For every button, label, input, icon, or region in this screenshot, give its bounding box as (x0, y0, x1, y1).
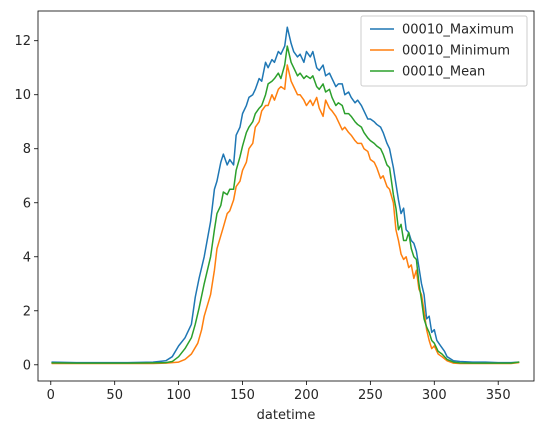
y-tick-label: 10 (14, 88, 31, 103)
legend-label-00010-mean: 00010_Mean (402, 65, 485, 80)
series-line-00010-maximum (51, 26, 520, 364)
y-tick-label: 2 (23, 304, 31, 319)
x-axis-ticks: 0 50 100 150 200 250 300 350 (47, 381, 511, 403)
y-tick-label: 6 (23, 196, 31, 211)
x-tick-label: 350 (486, 388, 511, 403)
x-tick-label: 200 (294, 388, 319, 403)
y-axis-ticks: 0 2 4 6 8 10 12 (14, 34, 38, 373)
legend-box (360, 15, 528, 87)
x-tick-label: 100 (166, 388, 191, 403)
y-tick-label: 8 (23, 142, 31, 157)
x-tick-label: 0 (47, 388, 55, 403)
series-line-00010-mean (51, 45, 520, 364)
y-tick-label: 4 (23, 250, 31, 265)
x-tick-label: 250 (358, 388, 383, 403)
y-tick-label: 0 (23, 358, 31, 373)
legend-label-00010-minimum: 00010_Minimum (402, 44, 510, 59)
axes-layer (37, 10, 535, 382)
legend-label-00010-maximum: 00010_Maximum (402, 23, 514, 38)
series-layer (51, 26, 520, 365)
x-axis-label: datetime (257, 408, 316, 423)
x-tick-label: 50 (106, 388, 123, 403)
x-tick-label: 300 (422, 388, 447, 403)
plot-frame (37, 10, 535, 382)
x-tick-label: 150 (230, 388, 255, 403)
y-tick-label: 12 (14, 34, 31, 49)
legend: 00010_Maximum 00010_Minimum 00010_Mean (360, 15, 528, 87)
